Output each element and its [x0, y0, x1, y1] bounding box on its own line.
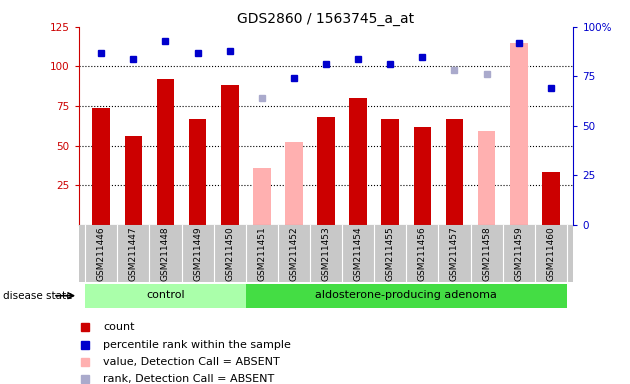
Text: GSM211459: GSM211459 [514, 227, 523, 281]
Text: GSM211449: GSM211449 [193, 227, 202, 281]
Bar [510, 43, 527, 225]
Bar [349, 98, 367, 225]
Bar [542, 172, 559, 225]
Text: GSM211447: GSM211447 [129, 227, 138, 281]
Bar [246, 283, 567, 308]
Bar [478, 131, 495, 225]
Bar [157, 79, 175, 225]
Text: GSM211456: GSM211456 [418, 227, 427, 281]
Bar [445, 119, 463, 225]
Text: GSM211455: GSM211455 [386, 227, 395, 281]
Text: GSM211452: GSM211452 [289, 227, 299, 281]
Text: GSM211446: GSM211446 [97, 227, 106, 281]
Text: percentile rank within the sample: percentile rank within the sample [103, 339, 291, 349]
Text: value, Detection Call = ABSENT: value, Detection Call = ABSENT [103, 357, 280, 367]
Text: rank, Detection Call = ABSENT: rank, Detection Call = ABSENT [103, 374, 274, 384]
Bar [85, 283, 246, 308]
Bar [253, 168, 271, 225]
Bar [285, 142, 303, 225]
Text: GSM211451: GSM211451 [257, 227, 266, 281]
Bar [221, 85, 239, 225]
Text: GSM211450: GSM211450 [225, 227, 234, 281]
Bar [125, 136, 142, 225]
Bar [381, 119, 399, 225]
Text: aldosterone-producing adenoma: aldosterone-producing adenoma [316, 290, 497, 300]
Bar [189, 119, 207, 225]
Title: GDS2860 / 1563745_a_at: GDS2860 / 1563745_a_at [238, 12, 415, 26]
Text: GSM211453: GSM211453 [321, 227, 331, 281]
Text: GSM211458: GSM211458 [482, 227, 491, 281]
Bar [413, 127, 431, 225]
Text: GSM211454: GSM211454 [353, 227, 363, 281]
Text: disease state: disease state [3, 291, 72, 301]
Bar [317, 117, 335, 225]
Text: GSM211457: GSM211457 [450, 227, 459, 281]
Bar [93, 108, 110, 225]
Text: GSM211460: GSM211460 [546, 227, 555, 281]
Text: GSM211448: GSM211448 [161, 227, 170, 281]
Text: count: count [103, 322, 134, 332]
Text: control: control [146, 290, 185, 300]
